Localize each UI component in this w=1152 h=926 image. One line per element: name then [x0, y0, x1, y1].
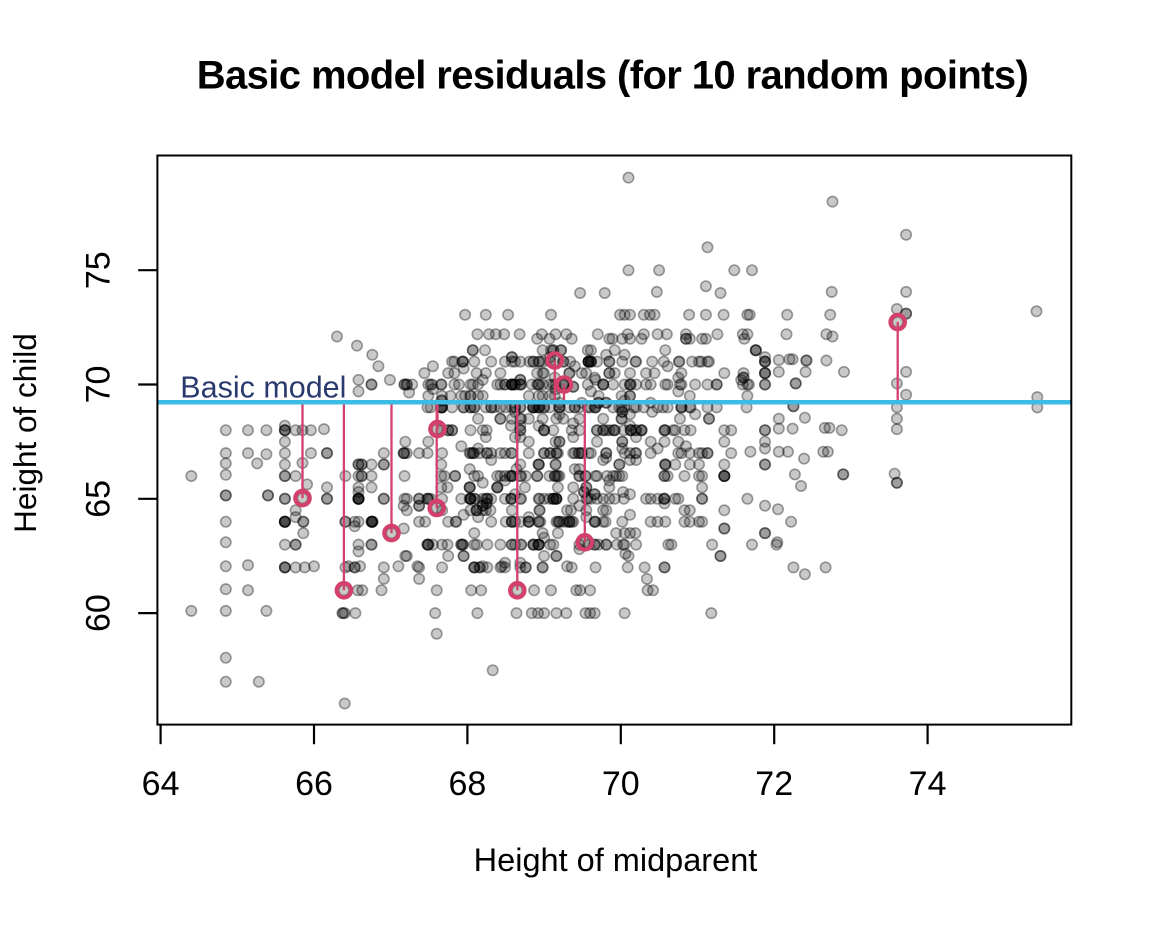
svg-text:68: 68: [448, 765, 486, 803]
svg-text:74: 74: [909, 765, 947, 803]
svg-text:66: 66: [295, 765, 333, 803]
svg-text:72: 72: [755, 765, 793, 803]
svg-text:70: 70: [80, 366, 118, 404]
svg-text:75: 75: [80, 251, 118, 289]
svg-text:60: 60: [80, 594, 118, 632]
svg-text:Height of child: Height of child: [7, 333, 43, 533]
svg-text:70: 70: [602, 765, 640, 803]
svg-text:Height of midparent: Height of midparent: [474, 842, 758, 878]
svg-text:65: 65: [80, 480, 118, 518]
svg-text:Basic model residuals (for 10: Basic model residuals (for 10 random poi…: [197, 54, 1029, 98]
svg-text:Basic model: Basic model: [180, 371, 346, 405]
svg-text:64: 64: [142, 765, 180, 803]
